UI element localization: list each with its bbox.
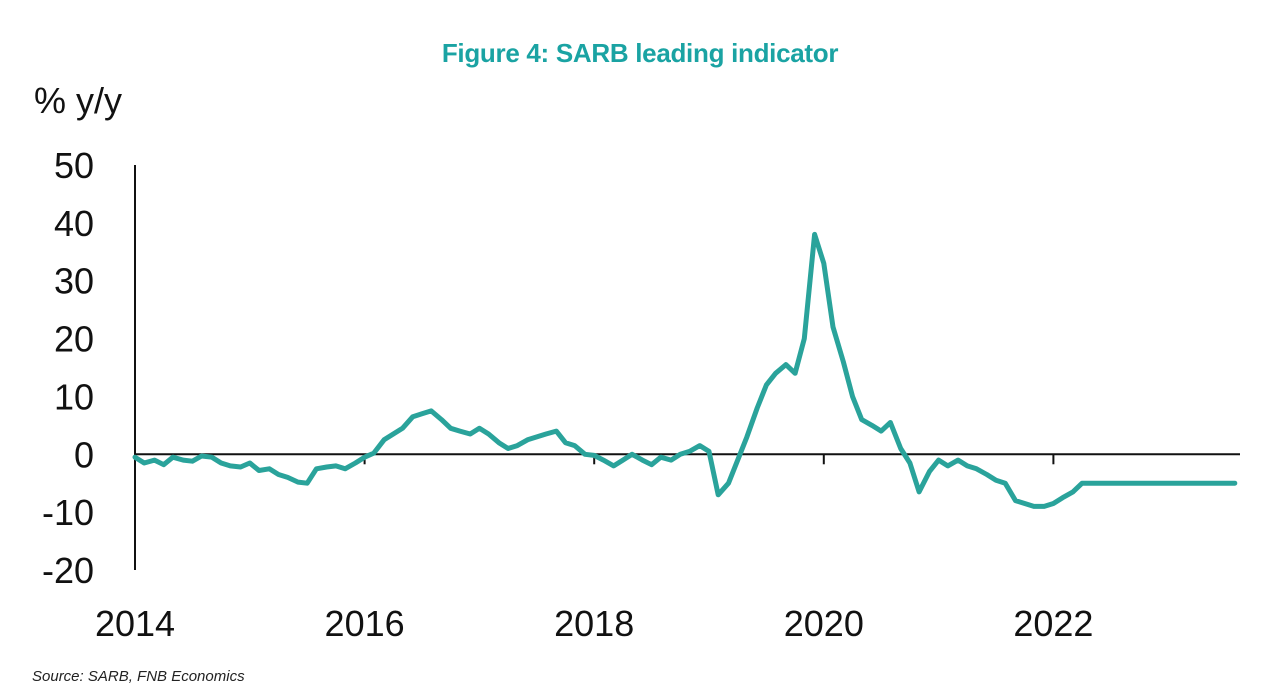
x-tick-label: 2014 [95,603,175,644]
y-tick-label: -20 [42,550,94,591]
series-line [132,231,1238,509]
x-tick-label: 2016 [325,603,405,644]
series-layer [132,231,1238,509]
y-tick-label: -10 [42,492,94,533]
y-axis-label: % y/y [34,80,123,121]
y-tick-label: 50 [54,145,94,186]
y-tick-label: 30 [54,261,94,302]
x-tick-label: 2020 [784,603,864,644]
source-note: Source: SARB, FNB Economics [32,668,245,685]
y-tick-labels: 50 40 30 20 10 0 -10 -20 [42,145,94,591]
axes-group [134,165,1240,570]
y-tick-label: 20 [54,319,94,360]
x-tick-label: 2018 [554,603,634,644]
x-tick-labels: 2014 2016 2018 2020 2022 [95,603,1093,644]
y-tick-label: 40 [54,203,94,244]
y-tick-label: 10 [54,376,94,417]
chart-title: Figure 4: SARB leading indicator [441,38,839,68]
x-tick-label: 2022 [1013,603,1093,644]
y-tick-label: 0 [74,434,94,475]
